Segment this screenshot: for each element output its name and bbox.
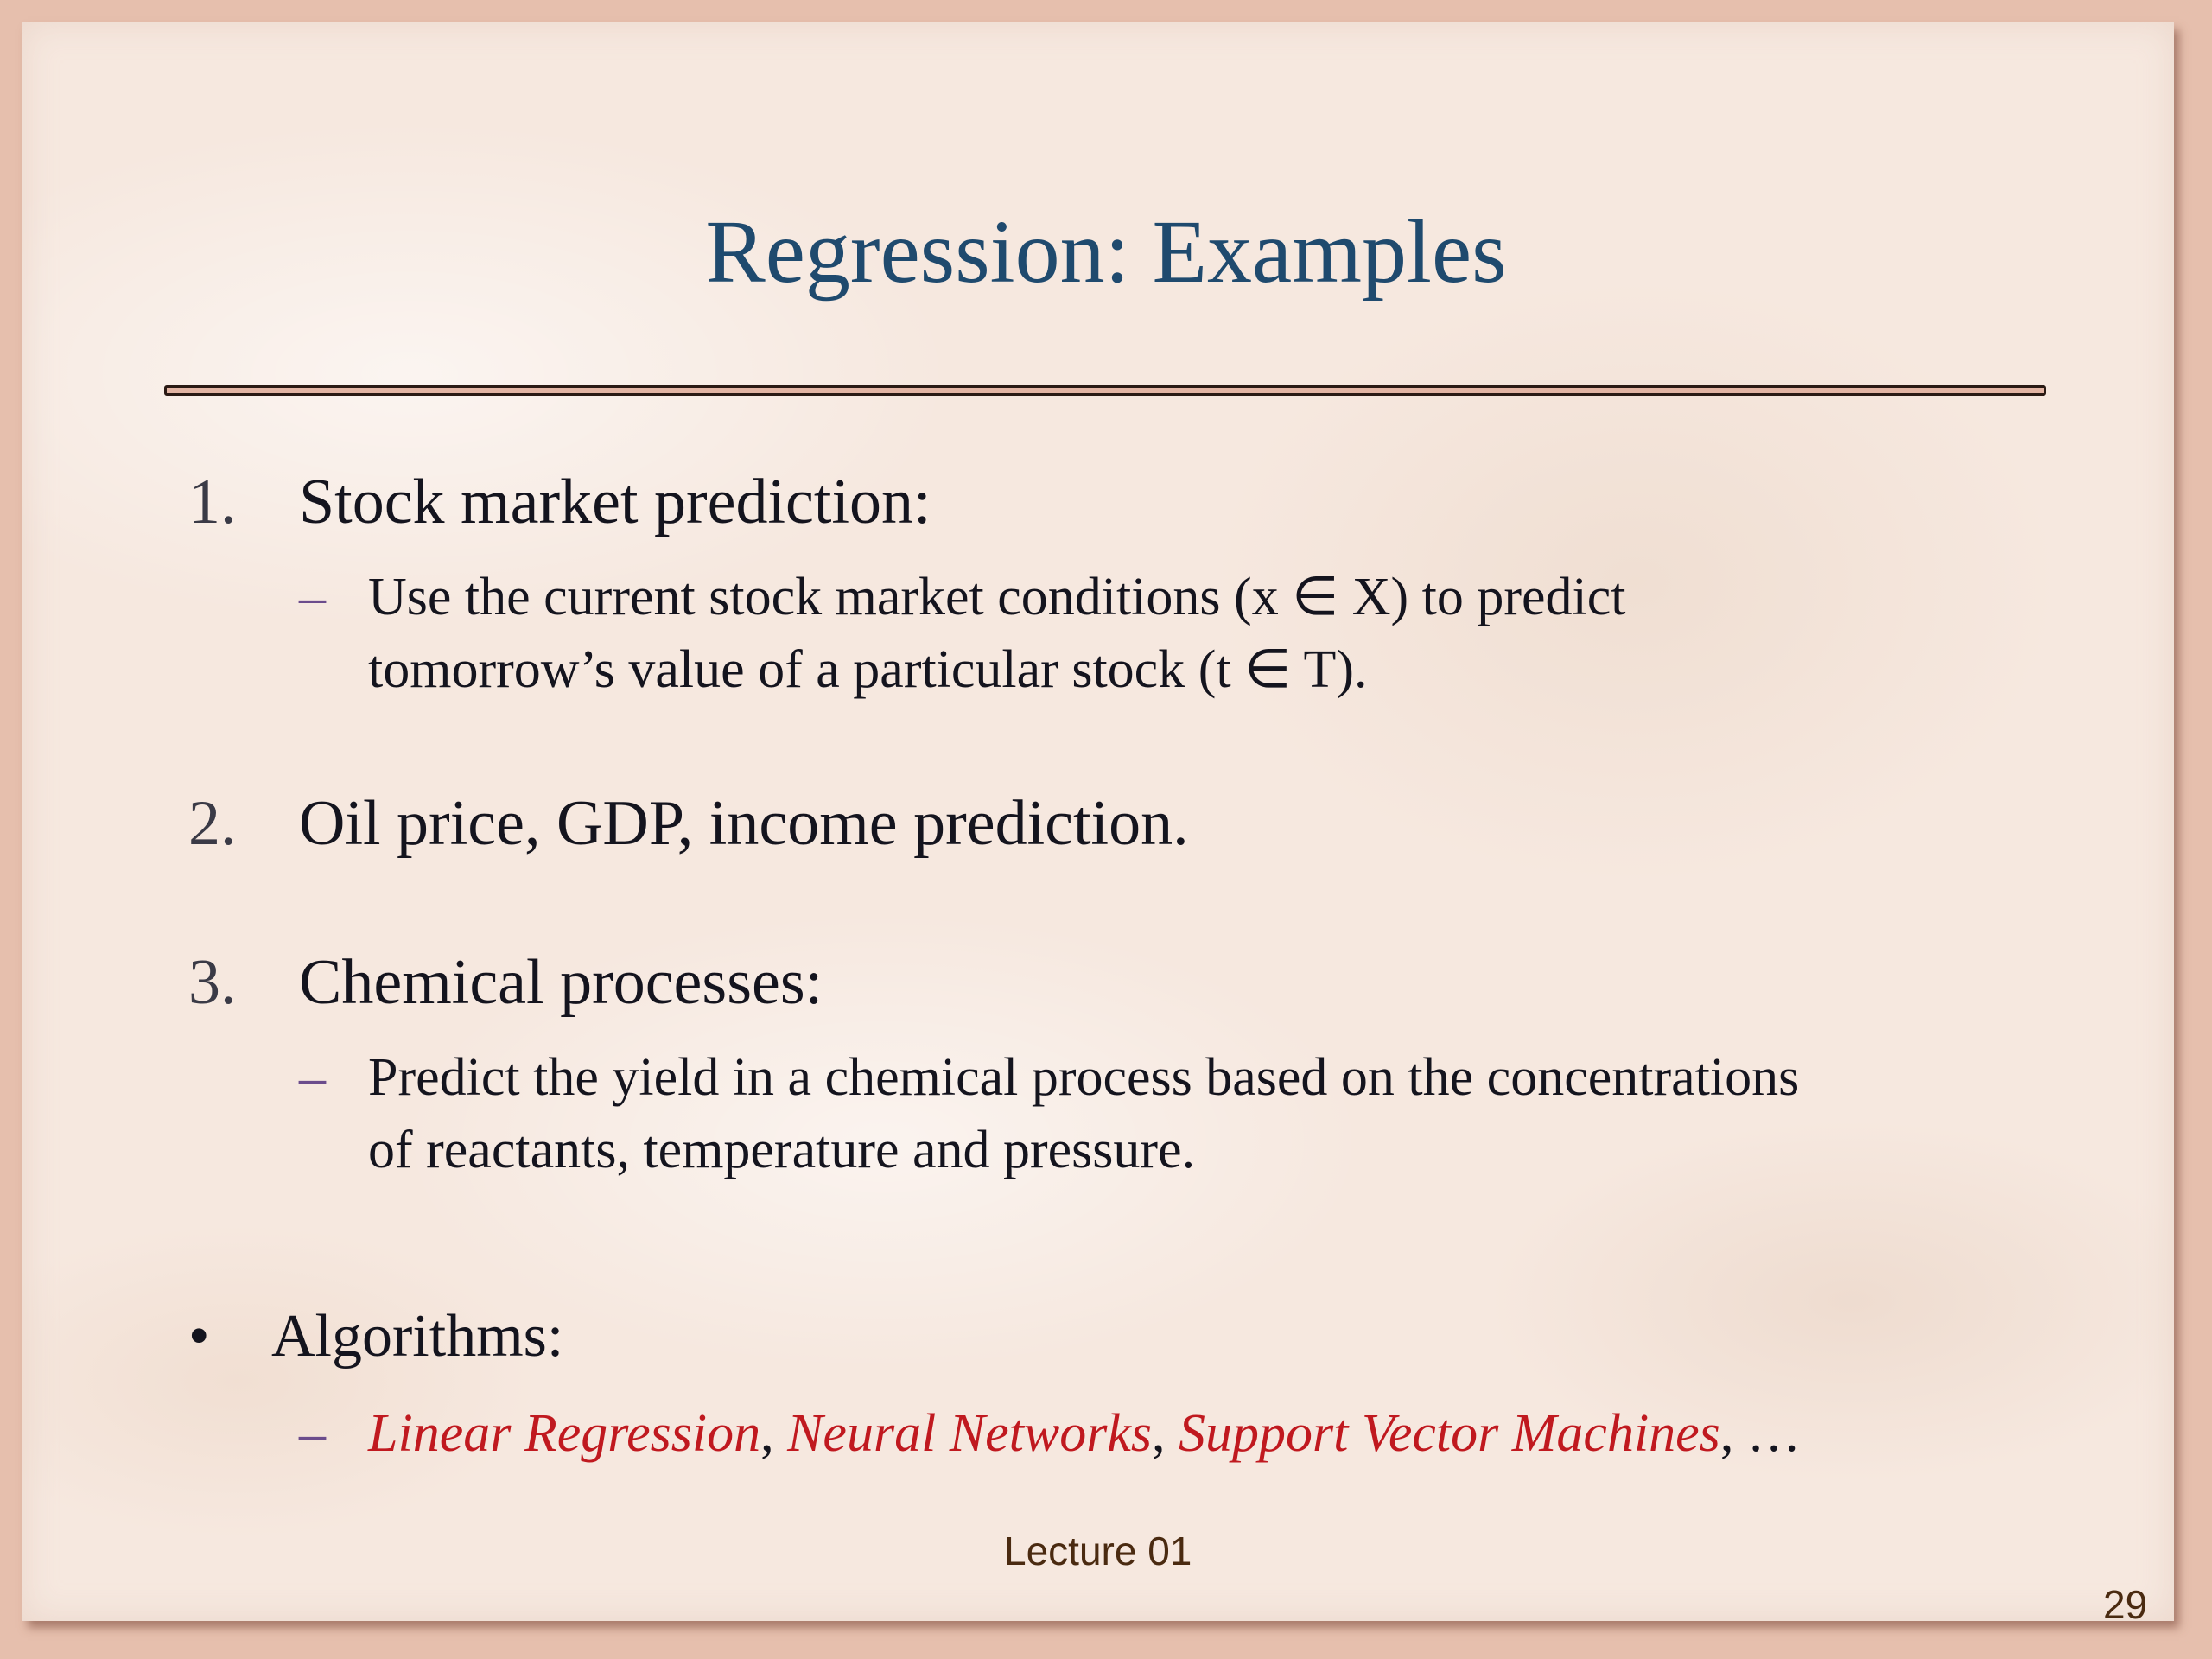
algorithm-linear-regression: Linear Regression	[368, 1404, 761, 1463]
item-3-number: 3.	[188, 947, 237, 1018]
footer-lecture-label: Lecture 01	[1004, 1529, 1192, 1573]
item-1-dash: –	[299, 568, 326, 626]
algorithms-bullet: •	[188, 1303, 210, 1370]
item-2-number: 2.	[188, 788, 237, 859]
algorithms-heading: Algorithms:	[271, 1303, 564, 1370]
page-number: 29	[2103, 1582, 2148, 1627]
item-2-text: Oil price, GDP, income prediction.	[299, 788, 1189, 859]
item-3-text: Chemical processes:	[299, 947, 823, 1018]
item-1-sub-line-1: Use the current stock market conditions …	[368, 568, 1626, 626]
item-3-sub-line-2: of reactants, temperature and pressure.	[368, 1121, 1196, 1179]
algorithms-dash: –	[299, 1404, 326, 1463]
item-3-dash: –	[299, 1048, 326, 1107]
item-3-sub-line-1: Predict the yield in a chemical process …	[368, 1048, 1800, 1107]
algorithm-neural-networks: Neural Networks	[787, 1404, 1153, 1463]
slide-canvas	[22, 22, 2174, 1621]
item-1-sub-line-2: tomorrow’s value of a particular stock (…	[368, 640, 1368, 699]
item-1-number: 1.	[188, 467, 237, 537]
algorithms-list: Linear Regression, Neural Networks, Supp…	[368, 1407, 1801, 1460]
item-1-text: Stock market prediction:	[299, 467, 931, 537]
algorithm-svm: Support Vector Machines	[1179, 1404, 1720, 1463]
algorithm-separator: ,	[1152, 1404, 1179, 1463]
algorithm-ellipsis: , …	[1719, 1404, 1801, 1463]
title-divider	[164, 385, 2046, 396]
slide-title: Regression: Examples	[705, 202, 1507, 302]
algorithm-separator: ,	[760, 1404, 788, 1463]
